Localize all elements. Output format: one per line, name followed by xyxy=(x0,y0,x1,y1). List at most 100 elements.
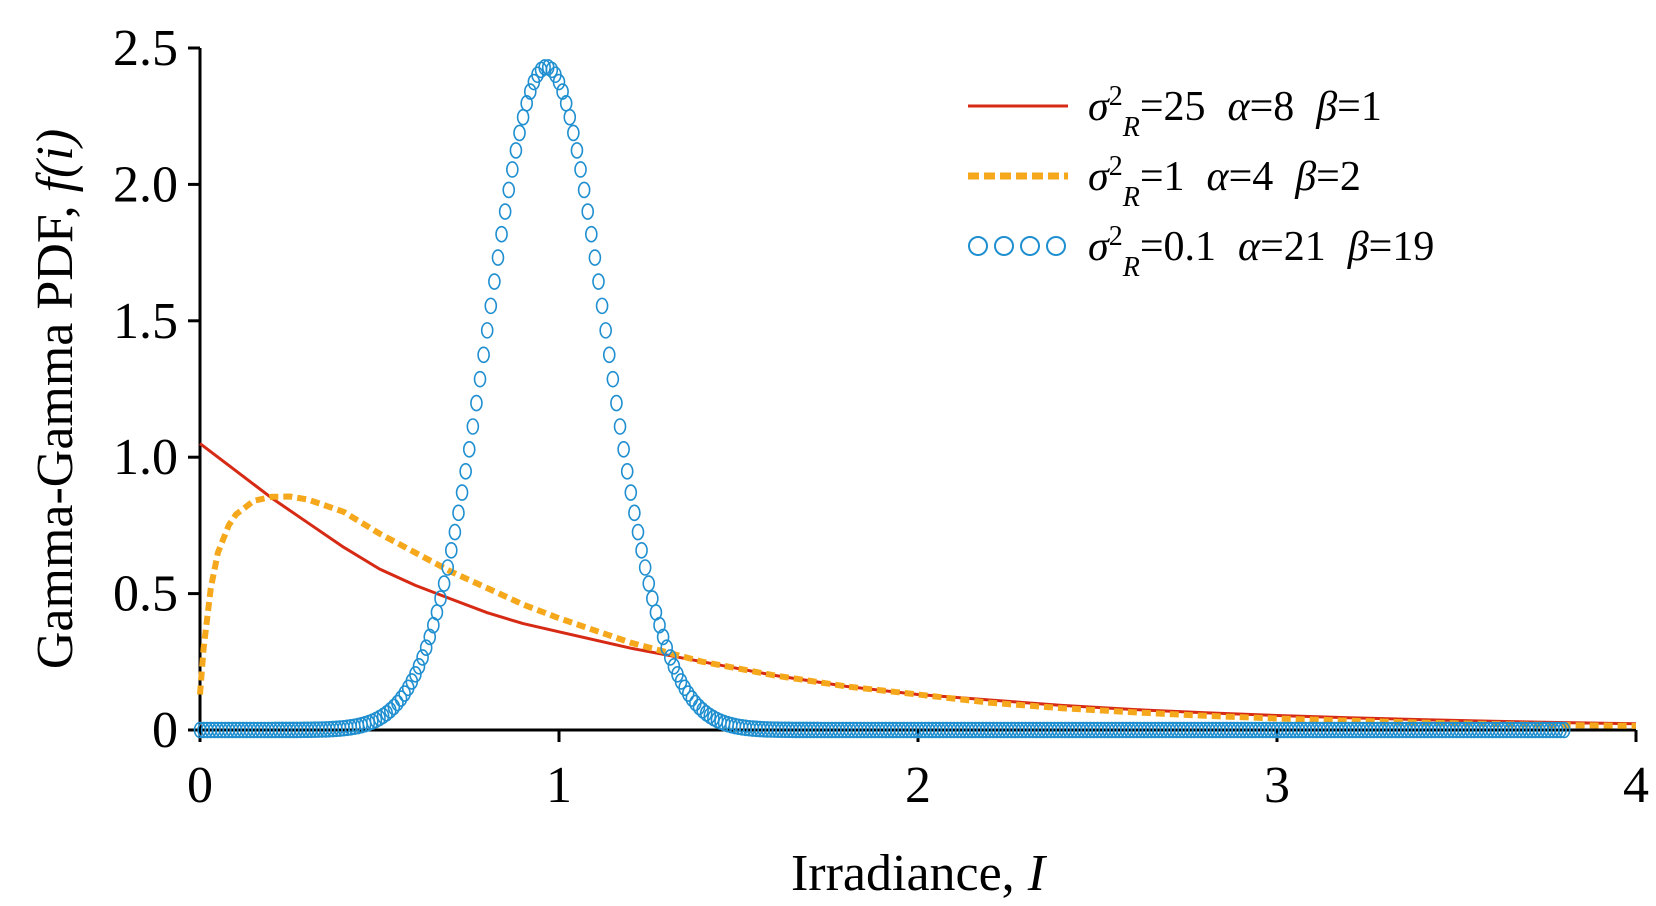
series-3-point xyxy=(516,108,530,126)
y-tick-label: 2.5 xyxy=(113,20,178,77)
legend-entry-series-3: σ2R=0.1 α=21 β=19 xyxy=(968,221,1434,283)
series-3-point xyxy=(520,95,533,112)
series-1-line xyxy=(199,442,1637,726)
legend-swatch-marker xyxy=(1020,236,1040,256)
x-tick-label: 2 xyxy=(905,757,931,814)
series-3-point xyxy=(430,604,444,621)
series-3-point xyxy=(567,124,580,142)
y-tick-label: 1.5 xyxy=(113,293,178,350)
series-3-point xyxy=(545,61,559,79)
plot-area: 0 1 2 3 4 0 0.5 1.0 1.5 2.0 2.5 xyxy=(113,20,1649,814)
x-tick-label: 1 xyxy=(546,757,572,814)
series-3-point xyxy=(1557,721,1571,739)
legend-entry-series-1: σ2R=25 α=8 β=1 xyxy=(968,81,1382,143)
series-3-point xyxy=(387,698,401,716)
series-3-point xyxy=(570,142,584,159)
series-2-line xyxy=(197,493,1637,729)
legend-swatch-marker xyxy=(968,236,988,256)
series-3-point xyxy=(523,83,537,100)
series-3-point xyxy=(466,418,480,435)
series-3-point xyxy=(506,161,519,178)
series-3-point xyxy=(552,73,566,91)
series-3-point xyxy=(588,249,602,266)
series-3-point xyxy=(484,297,498,315)
y-tick-label: 0 xyxy=(152,702,178,759)
series-3-markers xyxy=(193,59,1571,739)
series-3-point xyxy=(592,273,605,290)
series-3-point xyxy=(620,463,634,480)
series-3-point xyxy=(437,575,451,592)
series-3-point xyxy=(638,559,652,576)
series-3-point xyxy=(653,616,666,634)
series-3-point xyxy=(667,658,681,675)
series-3-point xyxy=(606,370,620,388)
series-3-point xyxy=(595,297,609,315)
series-3-point xyxy=(635,542,648,559)
y-tick-label: 1.0 xyxy=(113,429,178,486)
legend-label-series-3: σ2R=0.1 α=21 β=19 xyxy=(1088,221,1434,283)
series-3-point xyxy=(477,346,490,364)
x-tick-label: 4 xyxy=(1623,757,1649,814)
x-tick-label: 0 xyxy=(187,757,213,814)
series-3-point xyxy=(452,504,465,522)
series-3-point xyxy=(577,181,591,199)
legend: σ2R=25 α=8 β=1 σ2R=1 α=4 β=2 σ2R=0.1 α=21 β=19 xyxy=(968,81,1434,283)
series-3-point xyxy=(610,394,623,412)
series-3-point xyxy=(613,418,627,435)
series-3-point xyxy=(444,542,458,559)
series-layer xyxy=(193,59,1637,739)
y-tick-label: 2.0 xyxy=(113,156,178,213)
axis-ticks: 0 1 2 3 4 0 0.5 1.0 1.5 2.0 2.5 xyxy=(113,20,1649,814)
series-3-point xyxy=(473,370,487,388)
series-3-point xyxy=(459,463,472,480)
series-3-point xyxy=(642,575,656,592)
legend-label-series-2: σ2R=1 α=4 β=2 xyxy=(1088,151,1361,213)
series-3-point xyxy=(491,249,505,266)
series-3-point xyxy=(538,59,551,76)
legend-swatch-marker xyxy=(1046,236,1066,256)
series-3-point xyxy=(1554,721,1567,739)
series-3-point xyxy=(513,124,526,142)
series-3-point xyxy=(502,181,516,199)
legend-swatch-series-3 xyxy=(968,236,1066,256)
series-3-point xyxy=(398,685,411,702)
series-3-point xyxy=(556,83,569,100)
series-3-point xyxy=(681,685,695,702)
legend-label-series-1: σ2R=25 α=8 β=1 xyxy=(1088,81,1382,143)
series-3-point xyxy=(455,484,469,501)
series-3-point xyxy=(495,225,508,243)
y-tick-label: 0.5 xyxy=(113,566,178,623)
series-3-point xyxy=(1550,721,1564,739)
series-3-point xyxy=(585,225,598,243)
series-3-point xyxy=(599,322,612,339)
series-3-point xyxy=(663,649,677,666)
series-3-point xyxy=(423,628,437,646)
series-3-point xyxy=(391,694,404,712)
series-3-point xyxy=(448,523,462,541)
series-3-point xyxy=(470,394,483,412)
legend-swatch-marker xyxy=(994,236,1014,256)
series-3-point xyxy=(574,161,587,178)
series-3-point xyxy=(498,203,512,220)
series-3-point xyxy=(631,523,645,541)
series-3-point xyxy=(685,690,699,707)
series-3-point xyxy=(624,484,638,501)
series-3-point xyxy=(563,108,577,126)
series-3-point xyxy=(409,666,422,683)
series-3-point xyxy=(412,658,426,675)
x-tick-label: 3 xyxy=(1264,757,1290,814)
series-3-point xyxy=(394,690,408,707)
series-3-point xyxy=(434,590,447,607)
series-3-point xyxy=(480,322,494,339)
series-3-point xyxy=(656,628,670,646)
series-3-point xyxy=(462,440,476,458)
series-3-point xyxy=(441,559,455,576)
x-axis-title: Irradiance, I xyxy=(791,845,1048,902)
series-3-point xyxy=(581,203,595,220)
y-axis-title: Gamma-Gamma PDF, f(i) xyxy=(27,129,84,669)
series-3-point xyxy=(660,639,674,657)
series-3-point xyxy=(678,679,691,697)
legend-entry-series-2: σ2R=1 α=4 β=2 xyxy=(968,151,1361,213)
series-3-point xyxy=(617,440,630,458)
